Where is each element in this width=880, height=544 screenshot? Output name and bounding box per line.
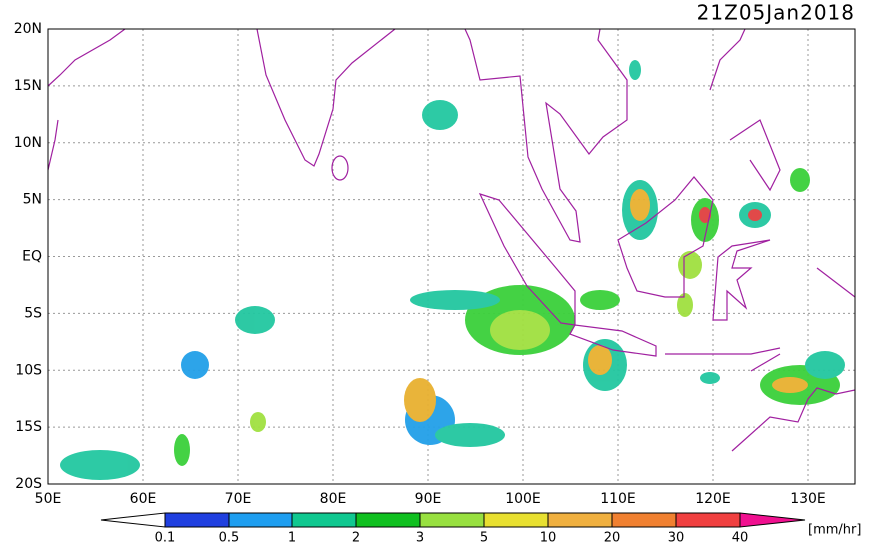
lat-label: 15N [14, 78, 42, 94]
lon-label: 130E [790, 491, 826, 507]
map-frame [47, 28, 856, 485]
lat-label: 20N [14, 21, 42, 37]
colorbar-label: 40 [732, 531, 749, 544]
lon-label: 70E [225, 491, 252, 507]
lon-label: 90E [415, 491, 442, 507]
lon-label: 110E [600, 491, 636, 507]
lon-label: 60E [130, 491, 157, 507]
colorbar-label: 10 [540, 531, 557, 544]
colorbar-label: 3 [416, 531, 424, 544]
colorbar-label: 5 [480, 531, 488, 544]
colorbar-label: 1 [288, 531, 296, 544]
lat-label: 10N [14, 135, 42, 151]
colorbar-label: 20 [604, 531, 621, 544]
lat-label: EQ [22, 249, 42, 265]
lat-label: 20S [15, 476, 42, 492]
coastlines [48, 29, 855, 452]
lat-label: 5S [24, 305, 42, 321]
colorbar-label: 0.1 [155, 531, 176, 544]
colorbar [100, 512, 806, 528]
lon-label: 120E [695, 491, 731, 507]
lat-label: 15S [15, 419, 42, 435]
rain-field [48, 29, 855, 480]
map-title: 21Z05Jan2018 [697, 1, 855, 25]
colorbar-label: 2 [352, 531, 360, 544]
colorbar-label: 0.5 [219, 531, 240, 544]
lat-label: 10S [15, 362, 42, 378]
lat-label: 5N [23, 192, 42, 208]
lon-label: 80E [320, 491, 347, 507]
colorbar-unit: [mm/hr] [808, 523, 861, 538]
lon-label: 50E [35, 491, 62, 507]
lon-label: 100E [505, 491, 541, 507]
colorbar-label: 30 [668, 531, 685, 544]
